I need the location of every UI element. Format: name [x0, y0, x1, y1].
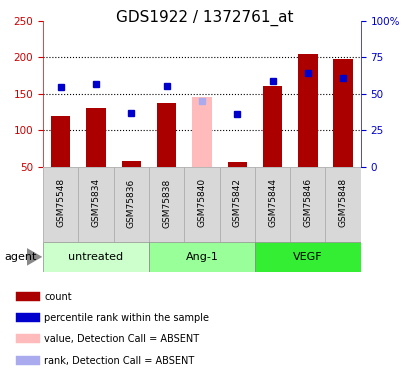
Bar	[219, 167, 254, 242]
Bar	[16, 292, 40, 302]
Bar	[78, 167, 113, 242]
Bar	[325, 167, 360, 242]
Text: value, Detection Call = ABSENT: value, Detection Call = ABSENT	[44, 334, 199, 344]
Bar	[148, 242, 254, 272]
Bar	[113, 167, 148, 242]
Text: GSM75842: GSM75842	[232, 178, 241, 227]
Text: Ang-1: Ang-1	[185, 252, 218, 262]
Bar	[16, 334, 40, 344]
Text: percentile rank within the sample: percentile rank within the sample	[44, 313, 209, 322]
Bar	[16, 356, 40, 365]
Bar	[148, 167, 184, 242]
Bar	[254, 167, 290, 242]
Text: GSM75838: GSM75838	[162, 178, 171, 228]
Text: GSM75848: GSM75848	[338, 178, 347, 227]
Bar	[43, 242, 148, 272]
Text: untreated: untreated	[68, 252, 123, 262]
Text: GSM75844: GSM75844	[267, 178, 276, 227]
Text: GSM75836: GSM75836	[126, 178, 135, 228]
Bar	[43, 167, 78, 242]
Text: GSM75834: GSM75834	[91, 178, 100, 227]
Text: rank, Detection Call = ABSENT: rank, Detection Call = ABSENT	[44, 356, 194, 366]
Bar	[184, 167, 219, 242]
Bar	[121, 161, 141, 167]
Bar	[16, 313, 40, 322]
Bar	[333, 58, 352, 167]
Bar	[290, 167, 325, 242]
Polygon shape	[27, 248, 42, 266]
Text: GSM75846: GSM75846	[303, 178, 312, 227]
Bar	[262, 87, 281, 167]
Bar	[227, 162, 246, 167]
Text: GSM75840: GSM75840	[197, 178, 206, 227]
Text: VEGF: VEGF	[292, 252, 322, 262]
Text: GSM75548: GSM75548	[56, 178, 65, 227]
Bar	[297, 54, 317, 167]
Bar	[254, 242, 360, 272]
Text: count: count	[44, 292, 72, 302]
Bar	[157, 102, 176, 167]
Bar	[86, 108, 106, 167]
Bar	[192, 98, 211, 167]
Text: agent: agent	[4, 252, 36, 262]
Bar	[51, 116, 70, 167]
Text: GDS1922 / 1372761_at: GDS1922 / 1372761_at	[116, 9, 293, 26]
